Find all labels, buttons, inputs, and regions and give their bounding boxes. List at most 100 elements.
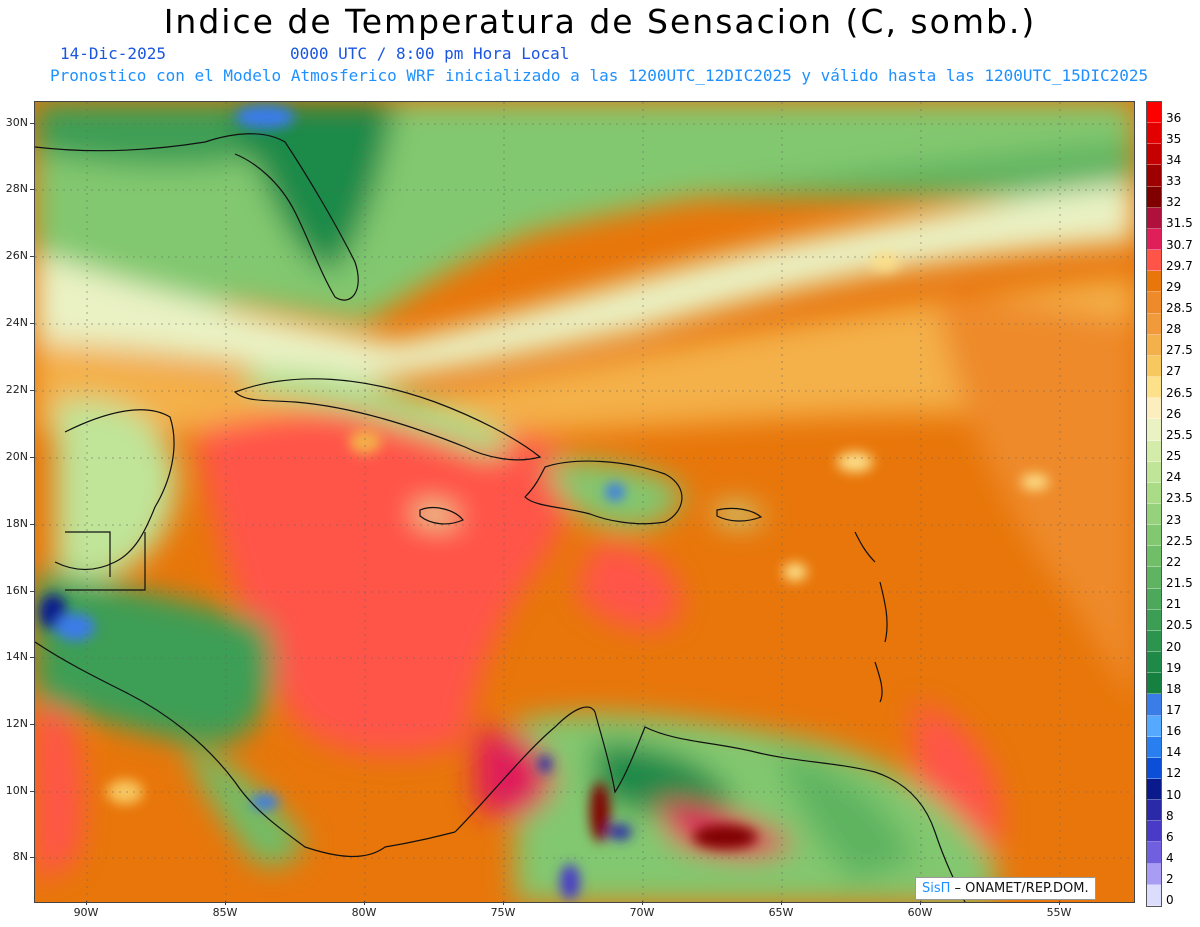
legend-label: 19 xyxy=(1166,660,1182,675)
legend-label: 27.5 xyxy=(1166,343,1193,358)
credit-text: – ONAMET/REP.DOM. xyxy=(950,881,1089,896)
legend-swatch xyxy=(1147,567,1161,589)
legend-label: 23 xyxy=(1166,512,1182,527)
legend-label: 14 xyxy=(1166,745,1182,760)
legend-label: 33 xyxy=(1166,174,1182,189)
lat-label-30n: 30N xyxy=(5,116,28,129)
legend-label: 20 xyxy=(1166,639,1182,654)
legend-label: 25 xyxy=(1166,449,1182,464)
legend-swatch xyxy=(1147,673,1161,695)
legend-swatch xyxy=(1147,461,1161,483)
legend-swatch xyxy=(1147,757,1161,779)
legend-swatch xyxy=(1147,715,1161,737)
legend-swatch xyxy=(1147,525,1161,547)
legend-swatch xyxy=(1147,377,1161,399)
lat-label-10n: 10N xyxy=(5,784,28,797)
legend-swatch xyxy=(1147,419,1161,441)
heat-index-map xyxy=(34,101,1135,903)
lon-label-55w: 55W xyxy=(1046,906,1072,919)
lat-label-12n: 12N xyxy=(5,717,28,730)
legend-swatch xyxy=(1147,334,1161,356)
legend-label: 22.5 xyxy=(1166,533,1193,548)
legend-swatch xyxy=(1147,186,1161,208)
legend-swatch xyxy=(1147,736,1161,758)
legend-swatch xyxy=(1147,609,1161,631)
legend-label: 0 xyxy=(1166,893,1174,908)
lat-label-18n: 18N xyxy=(5,517,28,530)
legend-swatch xyxy=(1147,821,1161,843)
lon-label-85w: 85W xyxy=(212,906,238,919)
map-canvas xyxy=(34,102,1134,903)
legend-swatch xyxy=(1147,102,1161,124)
legend-label: 28.5 xyxy=(1166,301,1193,315)
lat-label-22n: 22N xyxy=(5,383,28,396)
legend-label: 31.5 xyxy=(1166,216,1193,231)
legend-swatch xyxy=(1147,228,1161,251)
legend-label: 21.5 xyxy=(1166,576,1193,591)
legend-swatch xyxy=(1147,884,1161,906)
map-title: Indice de Temperatura de Sensacion (C, s… xyxy=(163,2,1037,41)
lat-label-26n: 26N xyxy=(5,249,28,262)
legend-swatch xyxy=(1147,165,1161,187)
coastlines xyxy=(34,133,966,903)
legend-label: 4 xyxy=(1166,851,1174,866)
legend-label: 16 xyxy=(1166,724,1182,739)
legend-label: 32 xyxy=(1166,195,1182,210)
legend-label: 10 xyxy=(1166,787,1182,802)
forecast-date: 14-Dic-2025 xyxy=(60,44,166,63)
legend-label: 6 xyxy=(1166,829,1174,844)
legend-swatch xyxy=(1147,313,1161,335)
legend-label: 36 xyxy=(1166,110,1182,125)
lat-label-16n: 16N xyxy=(5,584,28,597)
legend-label: 2 xyxy=(1166,872,1174,887)
legend-swatch xyxy=(1147,292,1161,314)
sispi-logo: SisΠ xyxy=(922,881,951,896)
legend-label: 27 xyxy=(1166,364,1182,379)
temperature-field xyxy=(35,102,1134,902)
legend-swatch xyxy=(1147,652,1161,674)
lon-label-65w: 65W xyxy=(768,906,794,919)
legend-label: 26.5 xyxy=(1166,385,1193,400)
lat-label-24n: 24N xyxy=(5,316,28,329)
forecast-time: 0000 UTC / 8:00 pm Hora Local xyxy=(290,44,570,63)
credit-box: SisΠ – ONAMET/REP.DOM. xyxy=(915,877,1096,900)
lat-label-28n: 28N xyxy=(5,182,28,195)
legend-swatch xyxy=(1147,144,1161,166)
legend-label: 12 xyxy=(1166,766,1182,781)
model-info: Pronostico con el Modelo Atmosferico WRF… xyxy=(50,66,1149,85)
legend-swatch xyxy=(1147,250,1161,272)
legend-label: 35 xyxy=(1166,131,1182,146)
legend-swatch xyxy=(1147,779,1161,801)
legend-swatch xyxy=(1147,800,1161,822)
legend-swatch xyxy=(1147,694,1161,716)
lon-label-70w: 70W xyxy=(629,906,655,919)
legend-label: 18 xyxy=(1166,681,1182,696)
legend-swatch xyxy=(1147,123,1161,145)
lat-label-20n: 20N xyxy=(5,450,28,463)
legend-swatch xyxy=(1147,588,1161,610)
legend-label: 23.5 xyxy=(1166,491,1193,506)
legend-swatch xyxy=(1147,842,1161,864)
legend-swatch xyxy=(1147,630,1161,653)
temperature-detail xyxy=(39,105,1049,900)
legend-label: 28 xyxy=(1166,322,1182,337)
lon-label-80w: 80W xyxy=(351,906,377,919)
legend-swatch xyxy=(1147,863,1161,885)
legend-swatch xyxy=(1147,503,1161,526)
lon-label-60w: 60W xyxy=(907,906,933,919)
legend-swatch xyxy=(1147,271,1161,293)
lat-label-8n: 8N xyxy=(12,850,28,863)
legend-label: 24 xyxy=(1166,470,1182,485)
legend-swatch xyxy=(1147,207,1161,229)
color-scale-legend xyxy=(1146,101,1162,907)
legend-label: 25.5 xyxy=(1166,427,1193,442)
legend-label: 30.7 xyxy=(1166,237,1193,252)
legend-swatch xyxy=(1147,355,1161,378)
legend-label: 22 xyxy=(1166,554,1182,569)
graticule xyxy=(35,102,1134,902)
legend-label: 26 xyxy=(1166,406,1182,421)
lat-label-14n: 14N xyxy=(5,650,28,663)
legend-label: 29 xyxy=(1166,279,1182,294)
legend-label: 34 xyxy=(1166,152,1182,167)
lon-label-75w: 75W xyxy=(490,906,516,919)
